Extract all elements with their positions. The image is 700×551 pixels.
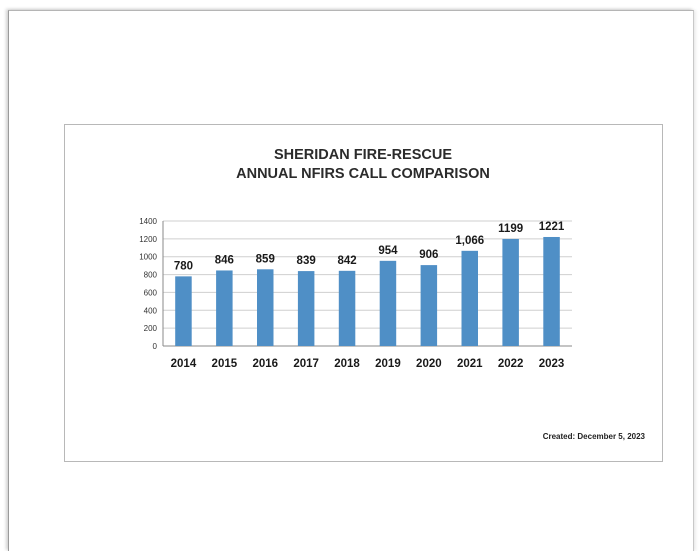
data-label-2020: 906 — [419, 249, 438, 261]
x-tick-label: 2020 — [416, 358, 442, 370]
data-label-2014: 780 — [174, 260, 193, 272]
y-tick-label: 1200 — [139, 235, 157, 244]
y-tick-label: 400 — [144, 306, 158, 315]
y-tick-label: 0 — [153, 342, 158, 351]
bar-2023 — [543, 236, 560, 346]
data-label-2018: 842 — [337, 255, 356, 267]
bar-2017 — [297, 271, 315, 346]
bar-2019 — [379, 260, 397, 346]
data-label-2016: 859 — [256, 253, 275, 265]
x-tick-label: 2016 — [252, 358, 278, 370]
data-label-2023: 1221 — [539, 221, 565, 233]
y-tick-label: 600 — [144, 288, 158, 297]
x-tick-label: 2023 — [539, 358, 565, 370]
y-axis-ticks: 0 200 400 600 800 1000 1200 1400 — [139, 217, 157, 351]
data-label-2019: 954 — [378, 245, 398, 257]
bars — [175, 236, 560, 346]
chart-title: SHERIDAN FIRE-RESCUE — [274, 147, 452, 163]
x-axis-ticks: 2014 2015 2016 2017 2018 2019 2020 2021 2022 2023 — [171, 358, 565, 370]
bar-2015 — [216, 270, 233, 346]
bar-2021 — [461, 250, 478, 346]
x-tick-label: 2018 — [334, 358, 360, 370]
x-tick-label: 2022 — [498, 358, 524, 370]
bar-2020 — [420, 265, 438, 346]
y-tick-label: 800 — [144, 271, 158, 280]
document-page: SHERIDAN FIRE-RESCUE ANNUAL NFIRS CALL C… — [8, 10, 694, 551]
bar-2014 — [175, 276, 192, 346]
x-tick-label: 2014 — [171, 358, 197, 370]
bar-chart: SHERIDAN FIRE-RESCUE ANNUAL NFIRS CALL C… — [139, 147, 646, 441]
x-tick-label: 2021 — [457, 358, 483, 370]
data-label-2022: 1199 — [498, 223, 523, 235]
bar-2018 — [338, 270, 356, 346]
x-tick-label: 2019 — [375, 358, 401, 370]
chart-subtitle: ANNUAL NFIRS CALL COMPARISON — [236, 166, 490, 182]
x-tick-label: 2015 — [212, 358, 238, 370]
data-label-2015: 846 — [215, 254, 234, 266]
y-tick-label: 1400 — [139, 217, 157, 226]
created-date-note: Created: December 5, 2023 — [543, 432, 646, 441]
y-tick-label: 200 — [144, 324, 158, 333]
bar-2022 — [502, 238, 519, 346]
chart-frame: SHERIDAN FIRE-RESCUE ANNUAL NFIRS CALL C… — [64, 124, 663, 462]
x-tick-label: 2017 — [293, 358, 319, 370]
bar-2016 — [257, 269, 274, 346]
data-label-2021: 1,066 — [455, 235, 484, 247]
data-labels: 780 846 859 839 842 954 906 1,066 1199 1221 — [174, 221, 565, 272]
data-label-2017: 839 — [297, 255, 316, 267]
y-tick-label: 1000 — [139, 253, 157, 262]
